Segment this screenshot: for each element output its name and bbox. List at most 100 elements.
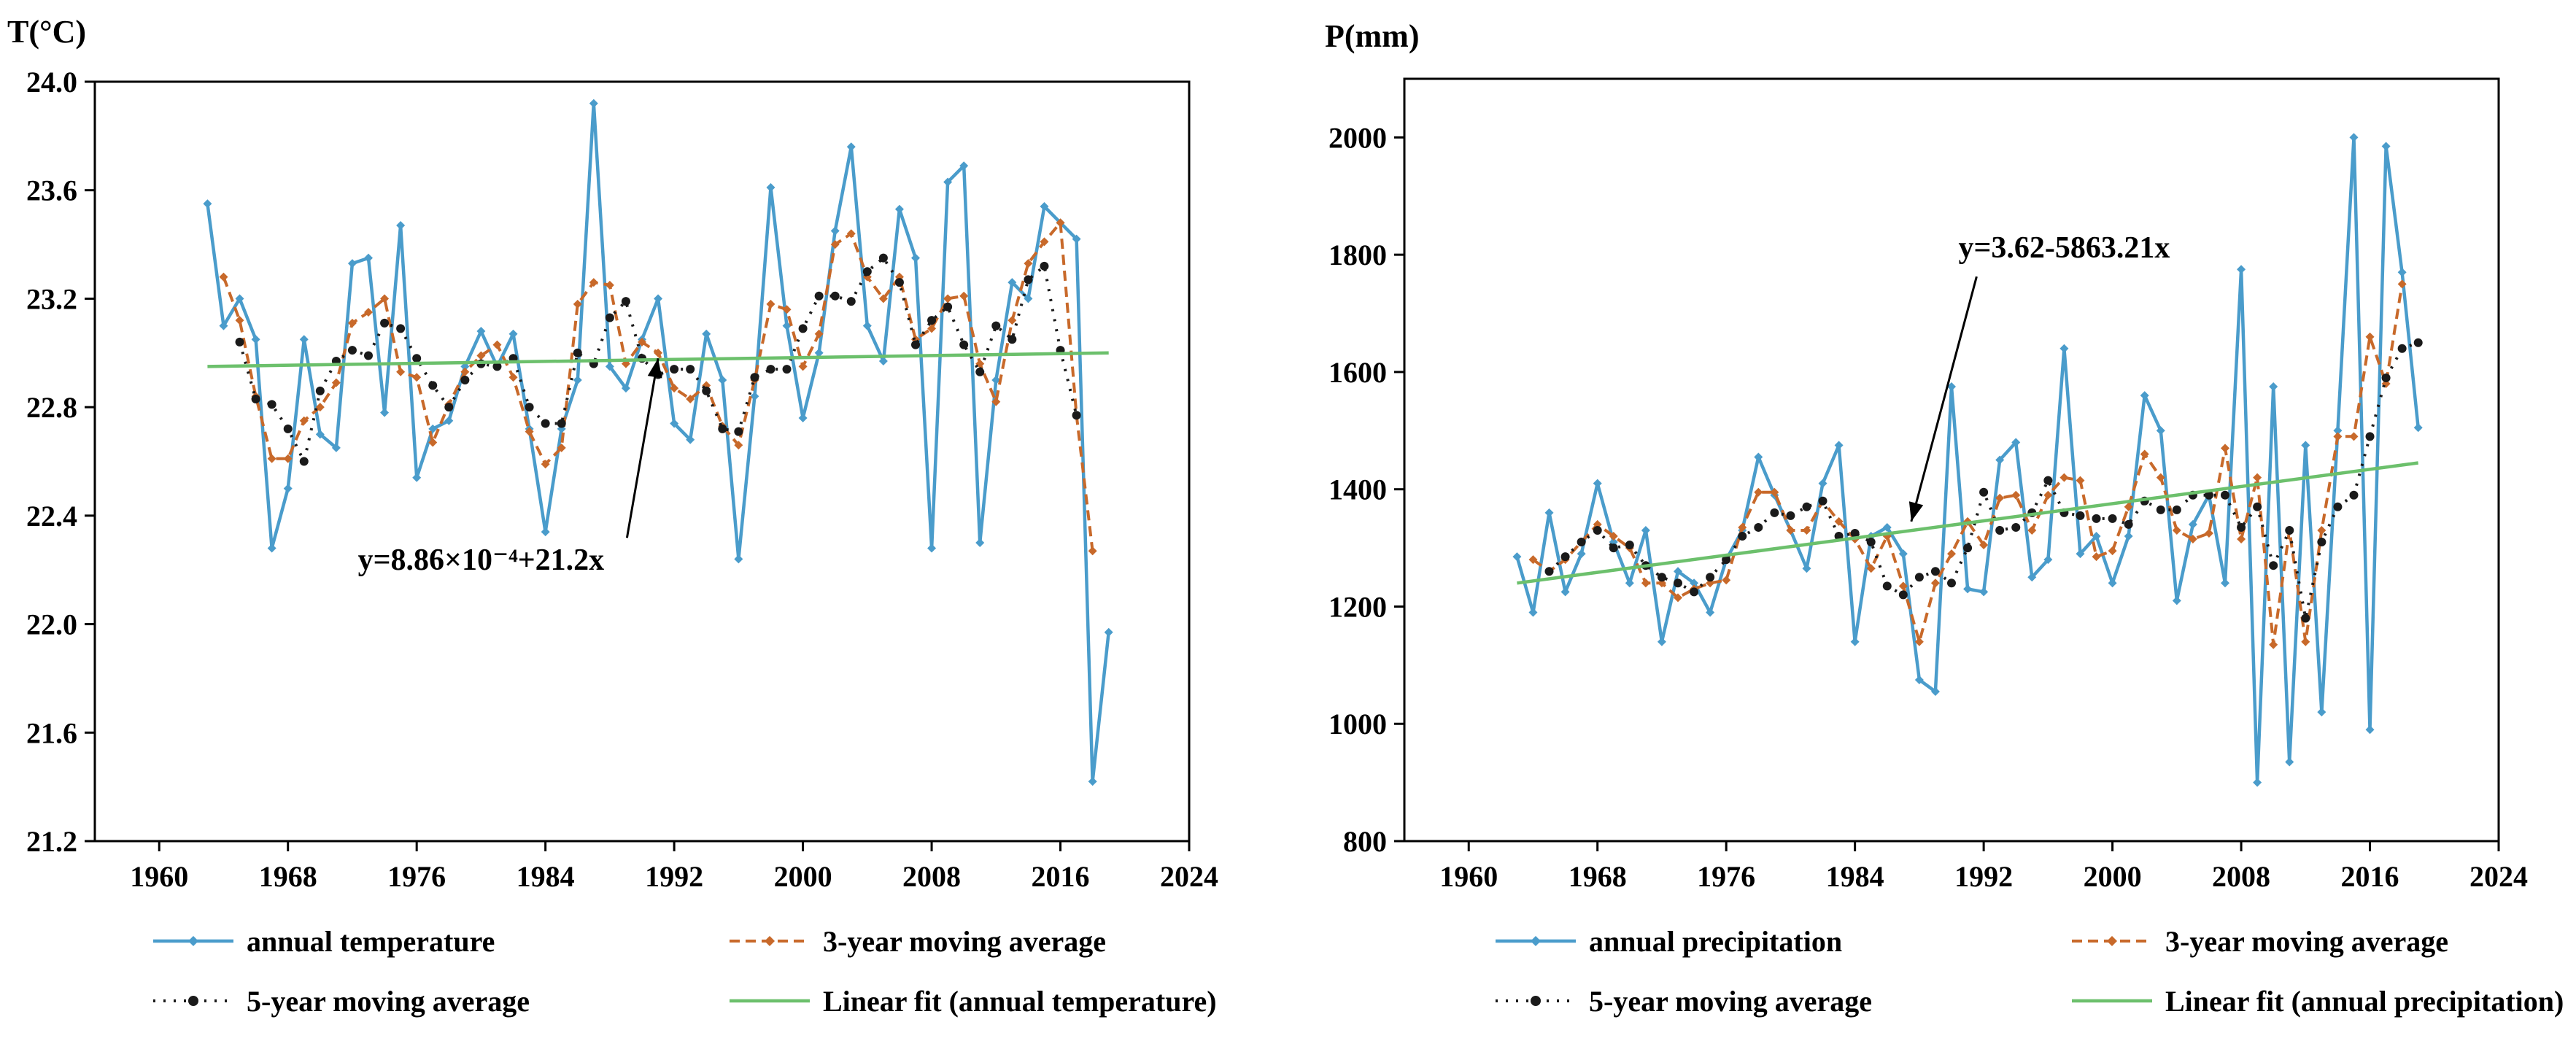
temp-annotation-arrow-line	[625, 357, 660, 538]
precip-annual-point	[2317, 708, 2326, 717]
precip-annual-point	[1963, 584, 1973, 594]
precip-annual-point	[1657, 637, 1666, 646]
precip-ma5-point	[1898, 590, 1908, 600]
precip-ma5-point	[2317, 538, 2326, 547]
precip-annual-point	[1898, 549, 1908, 559]
precip-ma5-point	[1786, 511, 1795, 520]
temp-ma3-point	[396, 367, 406, 376]
temp-plot-frame	[93, 80, 1191, 843]
precip-ma5-point	[1850, 528, 1860, 538]
precip-y-tick-label: 1000	[1328, 708, 1387, 740]
precip-annual-point	[1577, 549, 1586, 559]
temp-ma5-point	[492, 362, 502, 371]
precip-x-tick-label: 2000	[2084, 860, 2142, 893]
temp-y-tick-label: 21.2	[26, 825, 77, 858]
precip-annual-point	[1850, 637, 1860, 646]
temp-y-tick-label: 22.8	[26, 391, 77, 424]
precip-ma5-point	[2301, 614, 2310, 623]
temp-annotation-arrow-head	[647, 358, 662, 379]
precip-annual-point	[2140, 391, 2149, 400]
precip-ma5-point	[1979, 487, 1989, 497]
precip-legend-label: annual precipitation	[1589, 925, 1842, 958]
temp-ma5-point	[541, 419, 550, 428]
precip-ma5-point	[1544, 567, 1554, 576]
temp-annotation-text: y=8.86×10⁻⁴+21.2x	[358, 543, 605, 577]
temp-ma3-point	[846, 229, 856, 239]
precip-ma5-point	[1738, 532, 1747, 541]
temp-ma3-point	[219, 272, 228, 282]
precip-ma5-point	[2253, 502, 2262, 511]
temp-annual-point	[396, 221, 406, 231]
temp-annual-point	[1040, 202, 1049, 212]
temp-ma5-point	[846, 297, 856, 306]
temp-annual-point	[573, 375, 582, 384]
temp-ma5-point	[734, 427, 743, 436]
temp-ma3-point	[878, 294, 888, 303]
temp-legend-label: Linear fit (annual temperature)	[823, 985, 1217, 1018]
precip-annual-point	[1930, 687, 1940, 697]
temp-ma3-point	[766, 299, 775, 309]
temp-annual-point	[380, 408, 390, 417]
temp-ma5-point	[605, 313, 614, 322]
precip-ma3-point	[2301, 637, 2310, 646]
precip-ma3-point	[2237, 535, 2246, 544]
temp-ma3-point	[589, 278, 598, 287]
temp-ma3-point	[654, 348, 663, 357]
precip-ma5-point	[2076, 511, 2085, 520]
precip-series-ma3	[1528, 279, 2407, 649]
temp-ma5-point	[428, 381, 438, 390]
precip-ma3-point	[1609, 532, 1618, 541]
precip-x-tick-label: 2016	[2341, 860, 2399, 893]
precip-annual-point	[1528, 608, 1538, 617]
temp-ma5-point	[862, 267, 872, 276]
precip-ma3-point	[1754, 487, 1763, 497]
temp-ma5-point	[460, 375, 470, 384]
precip-annual-point	[2221, 578, 2229, 588]
temp-annual-point	[605, 362, 614, 371]
precip-ma5-point	[2413, 338, 2423, 347]
temp-ma3-point	[943, 294, 953, 303]
precip-ma5-point	[1674, 578, 1682, 588]
temp-y-tick-label: 21.6	[26, 716, 77, 749]
temp-ma3-point	[573, 299, 582, 309]
temp-y-axis-label: T(°C)	[7, 14, 86, 50]
temp-ma5-point	[267, 400, 276, 409]
precip-ma3-point	[1979, 541, 1989, 550]
precip-annual-point	[1544, 508, 1554, 517]
temp-ma5-point	[347, 346, 357, 355]
precip-ma3-point	[1866, 564, 1876, 573]
temp-ma3-point	[460, 367, 470, 376]
temp-x-tick-label: 2008	[902, 860, 961, 893]
temp-annual-point	[798, 414, 808, 423]
precip-annual-point	[2301, 441, 2310, 450]
temp-annual-point	[750, 392, 759, 401]
temp-x-tick-label: 2000	[774, 860, 832, 893]
temp-ma5-point	[412, 354, 422, 363]
precip-y-tick-label: 1400	[1328, 473, 1387, 506]
temp-ma3-point	[331, 378, 341, 387]
precip-annual-point	[1818, 479, 1827, 488]
temp-annual-point	[878, 356, 888, 365]
precip-ma5-point	[1930, 567, 1940, 576]
temp-ma5-point	[525, 403, 534, 412]
temp-ma3-point	[364, 308, 373, 317]
precip-ma3-point	[2204, 528, 2213, 538]
temp-ma5-point	[573, 348, 582, 357]
precip-legend-marker-ma5	[1531, 996, 1541, 1006]
precip-ma3-point	[2092, 552, 2101, 562]
temp-ma3-point	[734, 441, 743, 450]
precip-ma3-point	[2349, 432, 2359, 441]
precip-ma3-point	[1914, 637, 1924, 646]
temp-ma3-point	[235, 316, 244, 325]
temp-annual-point	[975, 538, 985, 548]
temp-ma3-point	[428, 438, 438, 447]
precip-ma5-point	[2237, 522, 2246, 532]
precip-annual-point	[1625, 578, 1634, 588]
temp-x-tick-label: 1960	[130, 860, 188, 893]
temp-ma5-point	[621, 297, 630, 306]
precip-ma3-point	[1674, 593, 1682, 603]
precip-annual-point	[2124, 532, 2133, 541]
precip-ma3-point	[2108, 546, 2117, 556]
temp-legend-label: 3-year moving average	[823, 925, 1106, 958]
temp-ma5-point	[670, 365, 679, 374]
